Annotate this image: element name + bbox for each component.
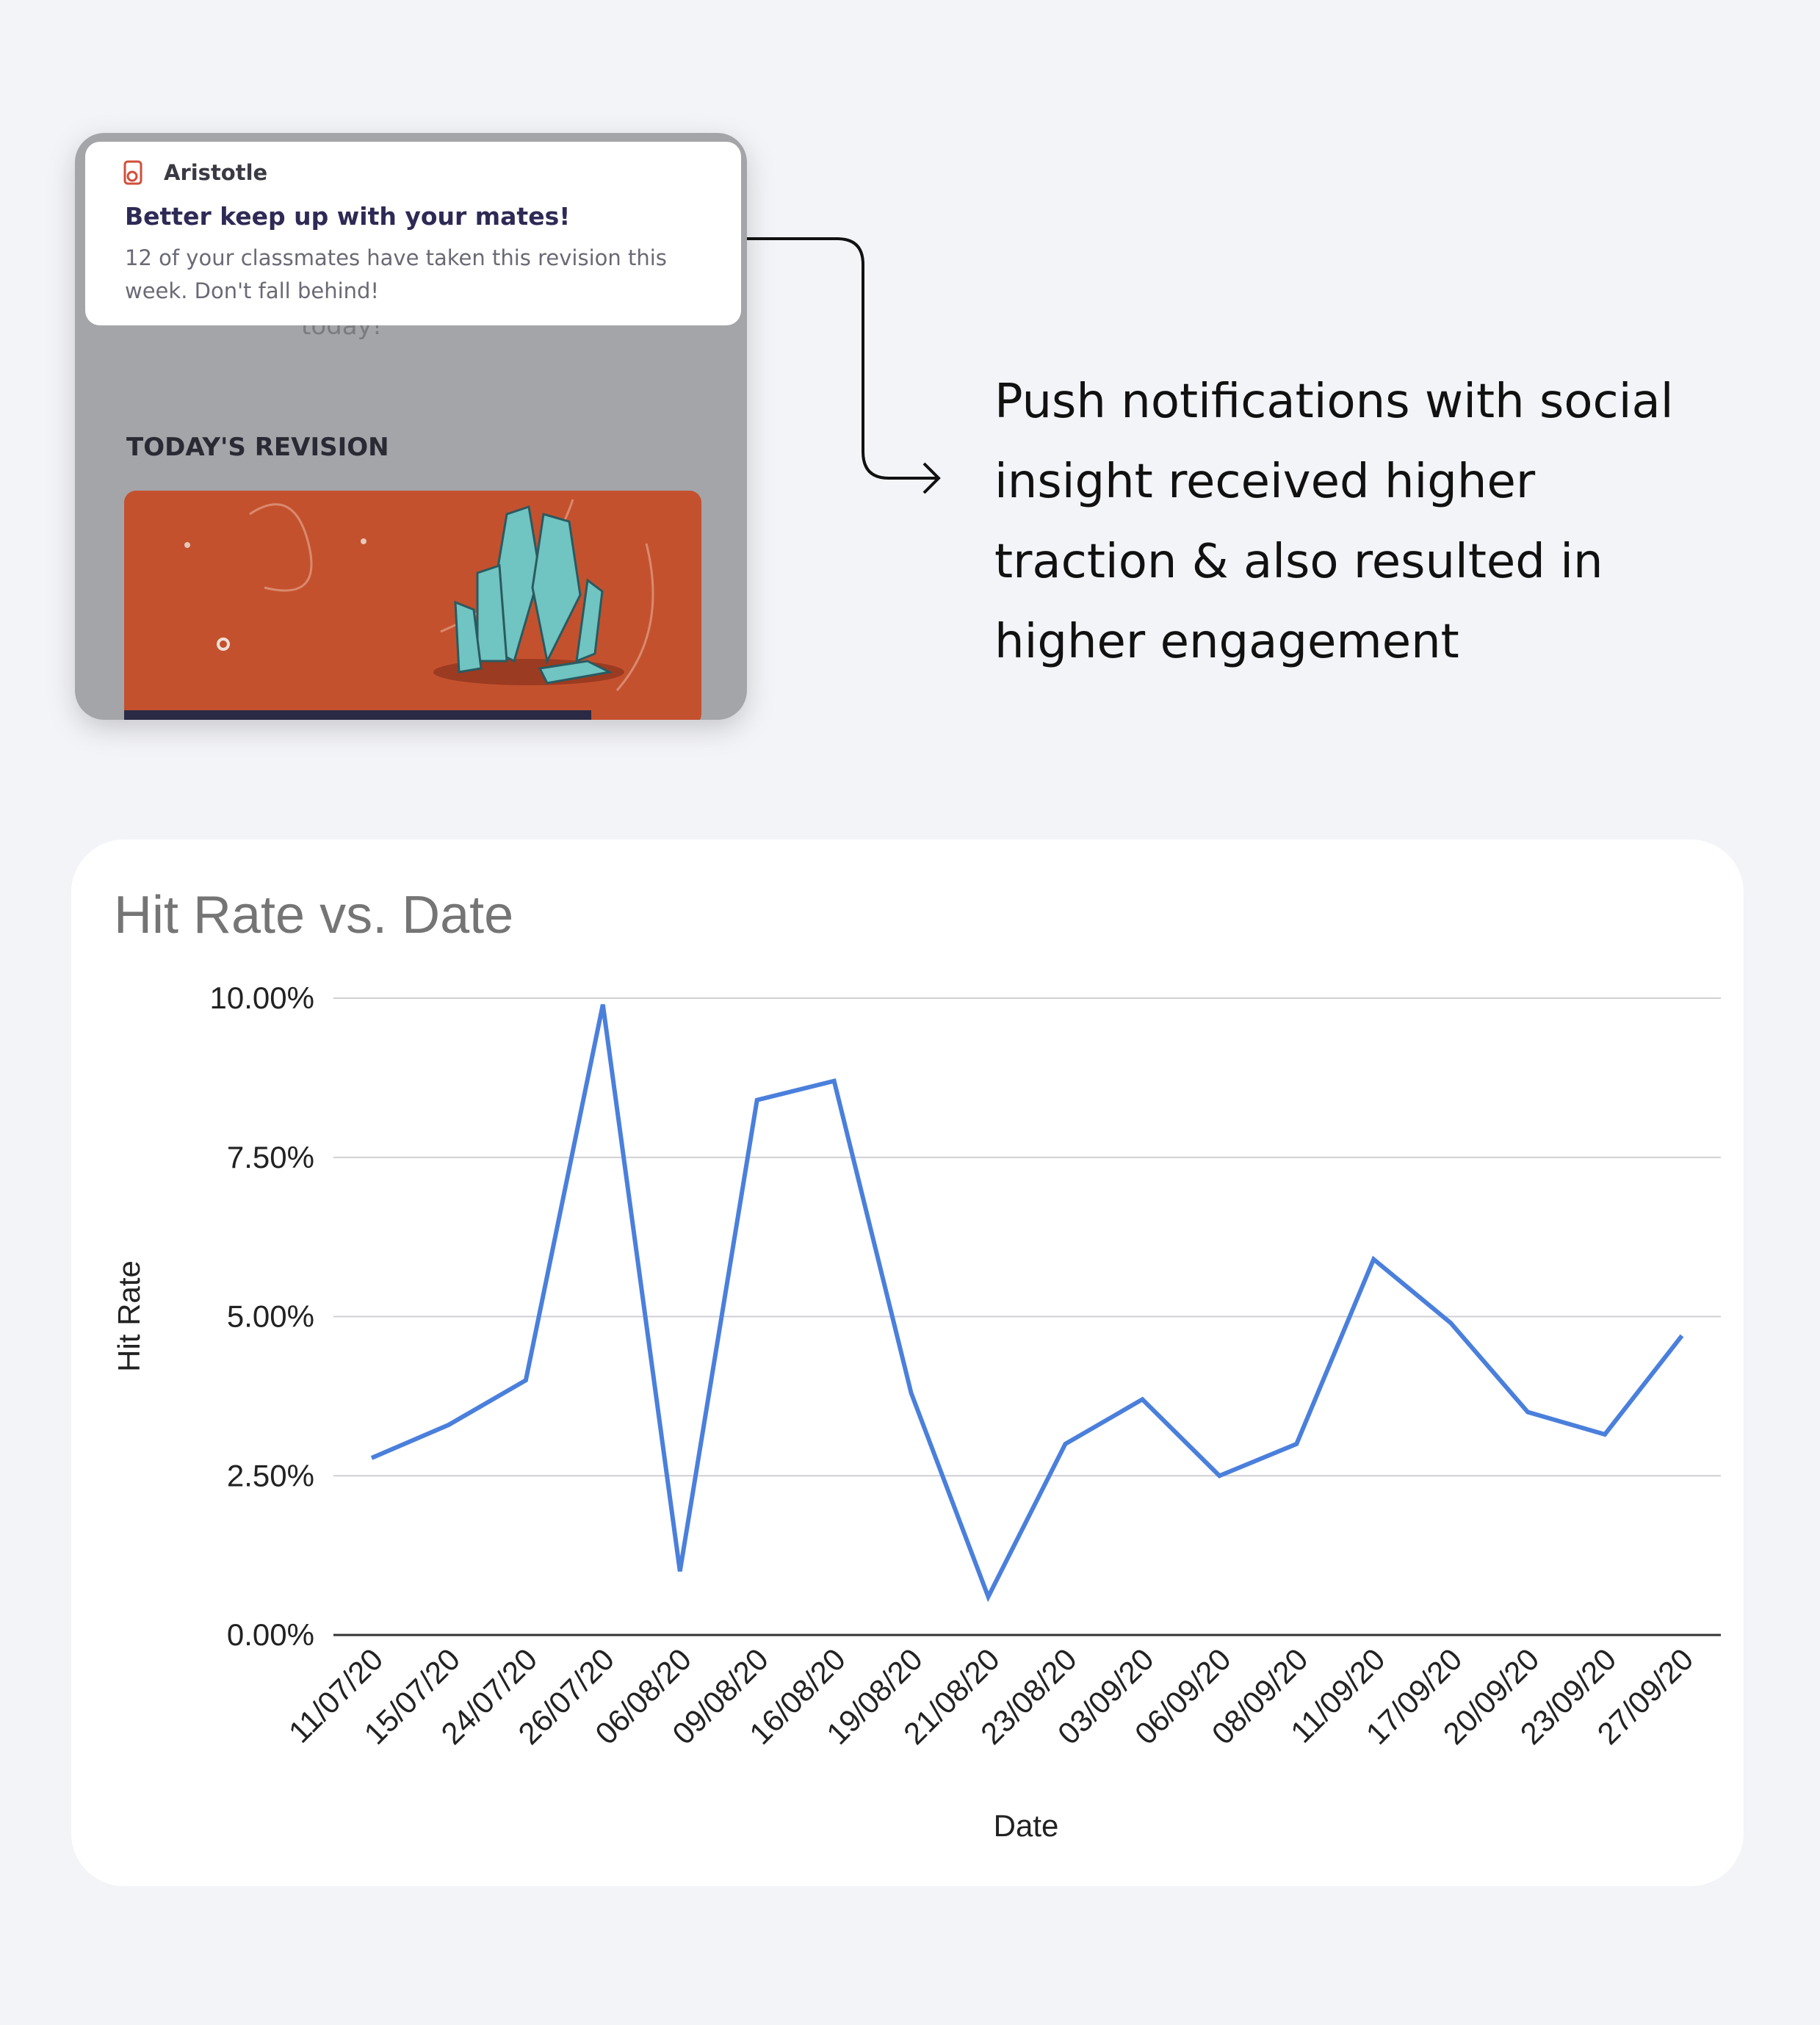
connector-arrow [747, 237, 941, 494]
chart-title: Hit Rate vs. Date [114, 886, 513, 945]
data-line [370, 1004, 1684, 1603]
chart-card [71, 840, 1744, 1886]
notification: Aristotle Better keep up with your mates… [85, 142, 741, 325]
decoration [184, 542, 190, 548]
y-tick-label: 2.50% [227, 1458, 314, 1492]
decoration [217, 638, 230, 651]
section-title: TODAY'S REVISION [126, 433, 389, 462]
notification-title: Better keep up with your mates! [125, 202, 570, 231]
notification-body: 12 of your classmates have taken this re… [125, 245, 667, 270]
caption-line: Push notifications with social [994, 375, 1673, 429]
y-tick-label: 5.00% [227, 1299, 314, 1334]
x-axis-title: Date [994, 1808, 1059, 1843]
y-tick-label: 10.00% [210, 981, 314, 1015]
app-icon [123, 160, 142, 185]
y-axis-title: Hit Rate [112, 1260, 146, 1372]
y-tick-label: 0.00% [227, 1617, 314, 1652]
y-tick-label: 7.50% [227, 1140, 314, 1174]
progress-bar [124, 710, 591, 720]
notification-card [85, 142, 741, 325]
caption-line: insight received higher [994, 455, 1536, 509]
caption-line: higher engagement [994, 615, 1459, 669]
revision-card [124, 491, 701, 720]
notification-body: week. Don't fall behind! [125, 278, 379, 303]
decoration [361, 538, 366, 544]
crystals [454, 505, 613, 685]
app-name: Aristotle [164, 160, 267, 185]
caption-line: traction & also resulted in [994, 535, 1603, 589]
